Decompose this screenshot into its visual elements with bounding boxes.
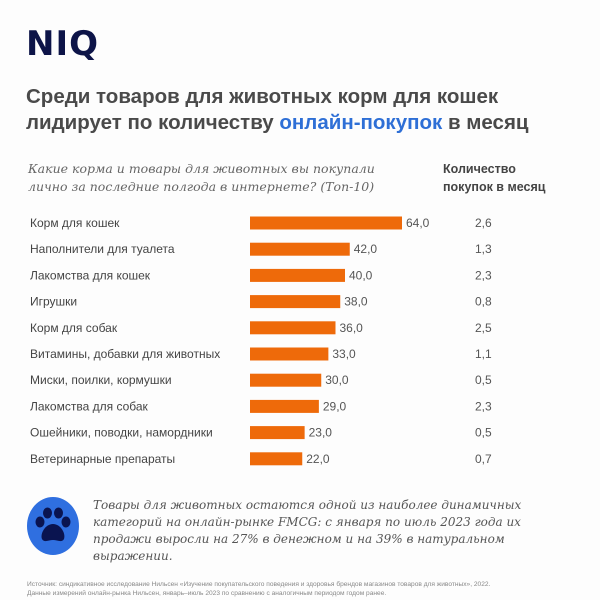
bar bbox=[250, 268, 345, 282]
purchases-value: 0,7 bbox=[475, 452, 492, 466]
category-label: Ветеринарные препараты bbox=[30, 452, 175, 466]
category-label: Наполнители для туалета bbox=[30, 242, 175, 256]
category-label: Миски, поилки, кормушки bbox=[30, 373, 172, 387]
category-label: Лакомства для собак bbox=[30, 399, 149, 413]
bar bbox=[250, 452, 303, 466]
bar bbox=[250, 295, 341, 309]
bar bbox=[250, 373, 322, 387]
title-line1: Среди товаров для животных корм для коше… bbox=[26, 85, 499, 108]
title-highlight: онлайн-покупок bbox=[279, 111, 443, 134]
value-label: 40,0 bbox=[349, 268, 373, 282]
purchases-value: 2,5 bbox=[475, 321, 492, 335]
title-line2-post: в месяц bbox=[442, 111, 529, 134]
value-label: 22,0 bbox=[306, 452, 330, 466]
purchases-value: 2,3 bbox=[475, 399, 492, 413]
category-label: Лакомства для кошек bbox=[30, 268, 151, 282]
bar bbox=[250, 347, 329, 361]
value-label: 33,0 bbox=[332, 347, 356, 361]
source-line1: Источник: синдикативное исследование Нил… bbox=[27, 581, 491, 588]
niq-logo: NIQ bbox=[26, 24, 100, 64]
purchases-value: 0,5 bbox=[475, 426, 492, 440]
bar bbox=[250, 321, 336, 335]
category-label: Игрушки bbox=[30, 295, 77, 309]
category-label: Витамины, добавки для животных bbox=[30, 347, 220, 361]
survey-question: Какие корма и товары для животных вы пок… bbox=[28, 161, 375, 194]
category-label: Корм для собак bbox=[30, 321, 118, 335]
bar bbox=[250, 242, 350, 256]
category-label: Корм для кошек bbox=[30, 216, 120, 230]
value-label: 23,0 bbox=[309, 426, 333, 440]
insight-note: Товары для животных остаются одной из на… bbox=[93, 498, 522, 563]
bar bbox=[250, 426, 305, 440]
value-label: 42,0 bbox=[354, 242, 378, 256]
source-note: Источник: синдикативное исследование Нил… bbox=[27, 580, 587, 598]
value-label: 38,0 bbox=[344, 295, 368, 309]
title-line2-pre: лидирует по количеству bbox=[26, 111, 280, 134]
source-line2: Данные измерений онлайн-рынка Нильсен, я… bbox=[27, 590, 387, 597]
purchases-value: 2,3 bbox=[475, 268, 492, 282]
paw-icon bbox=[27, 497, 79, 555]
value-label: 36,0 bbox=[340, 321, 364, 335]
purchases-value: 0,8 bbox=[475, 295, 492, 309]
purchases-value: 2,6 bbox=[475, 216, 492, 230]
bar bbox=[250, 216, 402, 230]
value-label: 29,0 bbox=[323, 399, 347, 413]
purchases-column-header: Количество покупок в месяц bbox=[443, 162, 546, 194]
bar bbox=[250, 399, 319, 413]
value-label: 64,0 bbox=[406, 216, 430, 230]
purchases-value: 1,3 bbox=[475, 242, 492, 256]
page-title: Среди товаров для животных корм для коше… bbox=[26, 84, 586, 136]
value-label: 30,0 bbox=[325, 373, 349, 387]
category-label: Ошейники, поводки, намордники bbox=[30, 426, 213, 440]
purchases-value: 0,5 bbox=[475, 373, 492, 387]
purchases-value: 1,1 bbox=[475, 347, 492, 361]
